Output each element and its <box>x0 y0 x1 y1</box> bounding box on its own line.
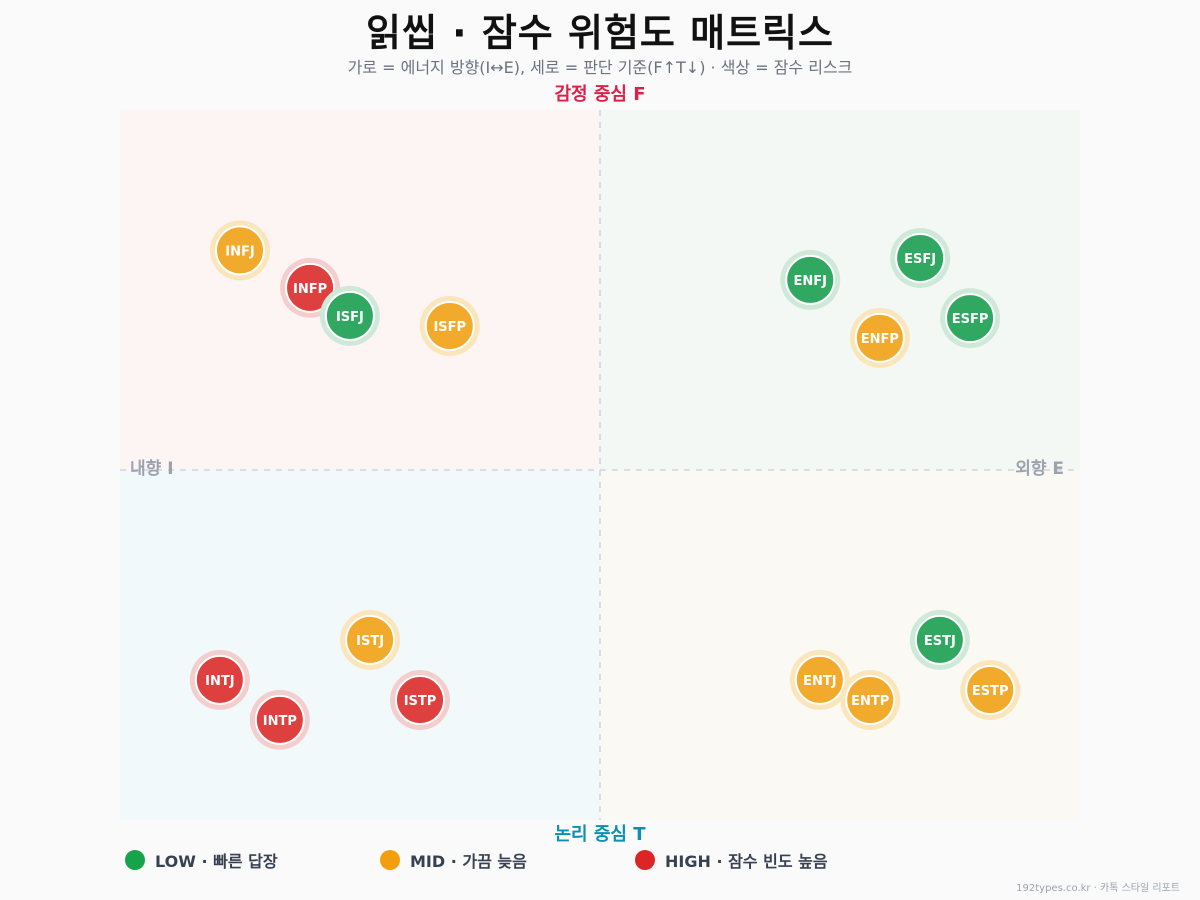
point-estp: ESTP <box>960 659 1021 720</box>
point-marker <box>395 675 445 726</box>
legend-swatch-high <box>635 850 655 870</box>
point-marker <box>965 664 1016 715</box>
legend-item-low: LOW · 빠른 답장 <box>125 848 380 872</box>
legend: LOW · 빠른 답장 MID · 가끔 늦음 HIGH · 잠수 빈도 높음 <box>125 848 890 872</box>
axis-label-left: 내향 I <box>130 458 174 479</box>
legend-label-low: LOW · 빠른 답장 <box>155 852 278 871</box>
point-label: ENTJ <box>803 674 836 689</box>
point-label: ISTJ <box>356 634 384 649</box>
point-marker <box>324 290 375 341</box>
point-marker <box>345 614 396 665</box>
point-isfp: ISFP <box>419 296 480 356</box>
point-label: INTJ <box>205 674 234 689</box>
point-esfp: ESFP <box>940 288 1001 349</box>
point-label: ESFP <box>952 312 989 327</box>
point-isfj: ISFJ <box>319 285 380 346</box>
axis-label-top: 감정 중심 F <box>554 84 645 105</box>
point-label: ENFJ <box>793 274 826 289</box>
point-marker <box>854 312 905 363</box>
point-marker <box>254 694 305 745</box>
point-label: ESTJ <box>924 634 956 649</box>
point-intp: INTP <box>249 689 310 750</box>
legend-label-high: HIGH · 잠수 빈도 높음 <box>665 852 828 871</box>
point-label: ISTP <box>404 694 437 709</box>
point-label: INFJ <box>225 244 254 259</box>
point-intj: INTJ <box>189 649 250 710</box>
legend-item-high: HIGH · 잠수 빈도 높음 <box>635 848 890 872</box>
point-entp: ENTP <box>840 670 901 731</box>
point-label: ISFP <box>433 320 466 335</box>
legend-swatch-mid <box>380 850 400 870</box>
point-marker <box>785 254 836 305</box>
axis-label-bottom: 논리 중심 T <box>554 824 646 845</box>
point-marker <box>794 654 845 705</box>
chart-subtitle: 가로 = 에너지 방향(I↔E), 세로 = 판단 기준(F↑T↓) · 색상 … <box>347 58 853 77</box>
point-istj: ISTJ <box>340 609 401 670</box>
point-marker <box>424 301 475 351</box>
point-istp: ISTP <box>390 670 450 731</box>
data-points: INFJ INFP ISFJ ISFP ENFJ ESFJ ESFP ENFP ISTJ INTJ… <box>189 220 1021 750</box>
point-enfp: ENFP <box>849 307 910 368</box>
point-label: ISFJ <box>336 310 364 325</box>
point-label: INTP <box>263 714 297 729</box>
point-enfj: ENFJ <box>780 249 841 310</box>
point-marker <box>215 225 265 276</box>
point-label: ENFP <box>861 332 899 347</box>
point-marker <box>285 262 336 313</box>
point-marker <box>895 232 946 283</box>
footer-credit: 192types.co.kr · 카톡 스타일 리포트 <box>1016 883 1180 894</box>
axis-label-right: 외향 E <box>1015 458 1064 479</box>
point-entj: ENTJ <box>789 649 850 710</box>
point-marker <box>845 675 896 726</box>
point-infj: INFJ <box>210 220 270 281</box>
point-marker <box>914 614 965 665</box>
point-estj: ESTJ <box>909 609 970 670</box>
quadrant-et <box>600 470 1080 820</box>
point-esfj: ESFJ <box>890 227 951 288</box>
legend-swatch-low <box>125 850 145 870</box>
point-label: ESFJ <box>904 252 936 267</box>
quadrant-ef <box>600 110 1080 470</box>
legend-item-mid: MID · 가끔 늦음 <box>380 848 635 872</box>
point-label: ENTP <box>851 694 889 709</box>
point-marker <box>945 293 996 344</box>
legend-label-mid: MID · 가끔 늦음 <box>410 852 527 871</box>
chart-title: 읽씹 · 잠수 위험도 매트릭스 <box>366 11 834 55</box>
point-label: INFP <box>293 282 327 297</box>
point-marker <box>194 654 245 705</box>
point-label: ESTP <box>972 684 1009 699</box>
